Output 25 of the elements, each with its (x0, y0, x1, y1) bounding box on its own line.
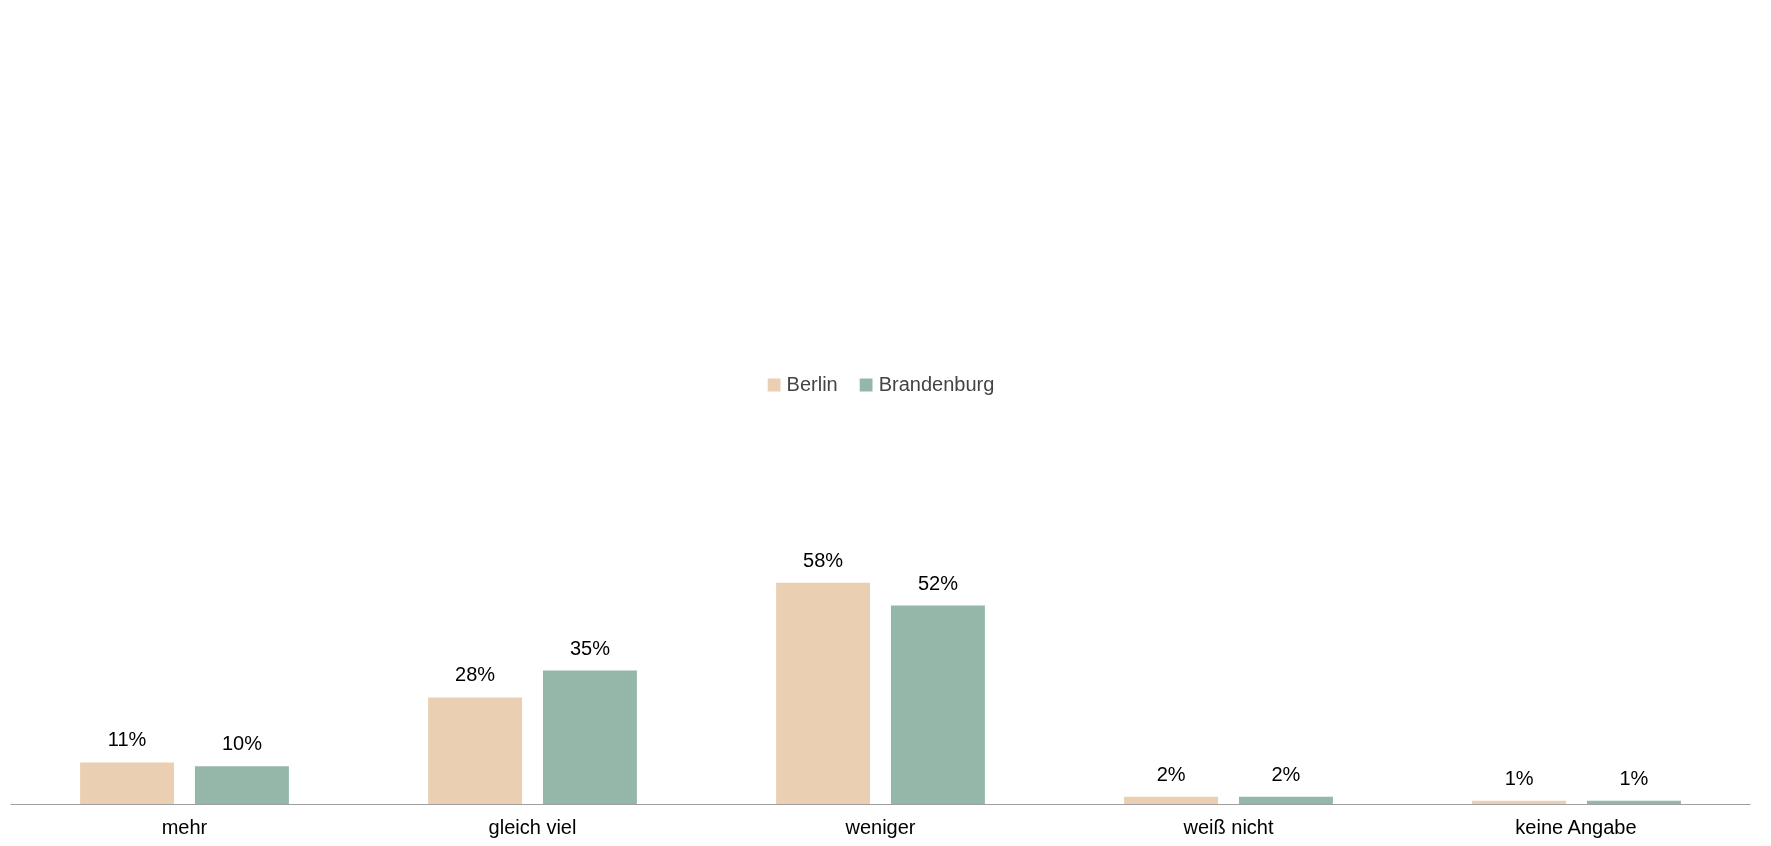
data-label: 58% (803, 548, 844, 571)
data-label: 2% (1156, 762, 1186, 785)
bar (1238, 796, 1333, 805)
x-tick-label: weiß nicht (1182, 815, 1274, 838)
bar (80, 762, 175, 805)
x-tick-label: gleich viel (488, 815, 577, 838)
data-label: 1% (1504, 766, 1534, 789)
bar (428, 697, 523, 805)
x-tick-label: keine Angabe (1515, 815, 1637, 838)
x-tick-label: weniger (844, 815, 916, 838)
data-label: 2% (1271, 762, 1301, 785)
legend-label: Brandenburg (878, 372, 995, 396)
bar (1124, 796, 1219, 805)
bar (890, 605, 985, 805)
bar (542, 670, 637, 805)
data-label: 1% (1619, 766, 1649, 789)
bar (776, 582, 871, 805)
legend-label: Berlin (786, 372, 838, 396)
data-label: 11% (107, 728, 147, 751)
data-label: 52% (917, 571, 959, 594)
data-label: 10% (221, 732, 263, 755)
bar (194, 766, 289, 805)
x-tick-label: mehr (161, 815, 208, 838)
data-label: 35% (569, 636, 611, 659)
data-label: 28% (455, 663, 496, 686)
